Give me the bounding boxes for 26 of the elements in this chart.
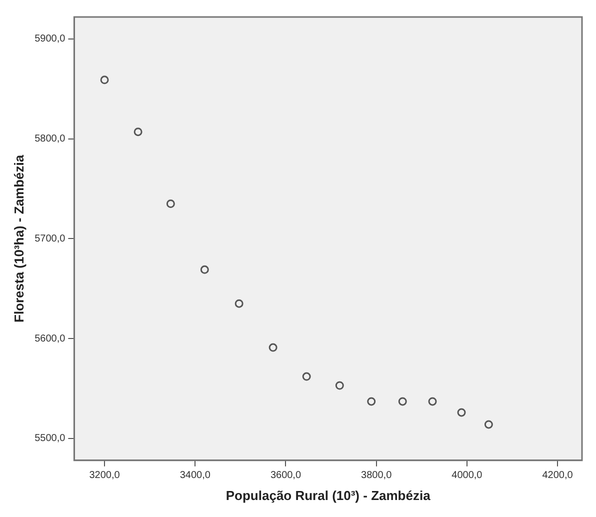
- point: [166, 200, 175, 208]
- point: [335, 381, 344, 390]
- x-tick-label: 3200,0: [89, 470, 120, 482]
- point: [302, 372, 311, 381]
- point: [428, 397, 437, 406]
- point: [234, 299, 244, 308]
- x-tick-label: 4200,0: [542, 470, 574, 482]
- x-tick-label: 3800,0: [361, 470, 392, 482]
- x-axis-title: População Rural (10³) - Zambézia: [226, 488, 432, 503]
- y-tick-label: 5700,0: [34, 233, 66, 244]
- y-tick-label: 5900,0: [34, 34, 66, 45]
- y-tick-label: 5500,0: [34, 433, 66, 444]
- x-tick-label: 3600,0: [270, 470, 302, 482]
- y-tick-label: 5600,0: [34, 333, 66, 344]
- y-tick-label: 5800,0: [34, 134, 66, 145]
- x-tick-label: 4000,0: [452, 470, 483, 482]
- point: [134, 128, 142, 136]
- point: [100, 76, 109, 84]
- point: [484, 420, 493, 429]
- point: [268, 343, 278, 352]
- point: [200, 265, 209, 274]
- x-tick-label: 3400,0: [180, 470, 211, 482]
- point: [398, 397, 407, 406]
- y-axis-title: Floresta (10³ha) - Zambézia: [11, 154, 26, 323]
- point: [367, 397, 376, 406]
- point: [457, 408, 466, 417]
